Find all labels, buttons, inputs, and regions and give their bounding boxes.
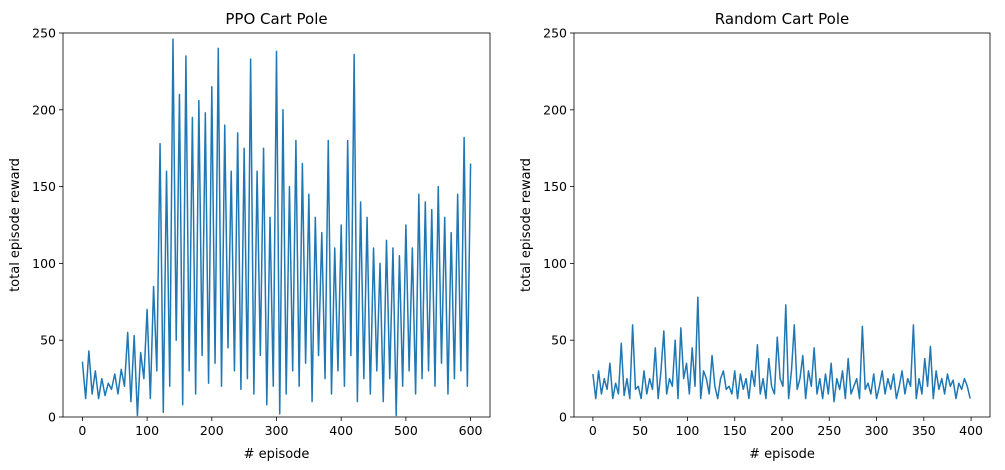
- x-tick-label: 250: [817, 423, 841, 438]
- x-tick-label: 400: [959, 423, 983, 438]
- x-tick-label: 100: [135, 423, 159, 438]
- y-tick-label: 150: [32, 179, 56, 194]
- x-tick-label: 50: [632, 423, 648, 438]
- x-axis-label: # episode: [749, 447, 815, 462]
- y-axis-label: total episode reward: [519, 158, 534, 292]
- x-tick-label: 150: [723, 423, 747, 438]
- x-tick-label: 300: [865, 423, 889, 438]
- x-tick-label: 0: [589, 423, 597, 438]
- x-tick-label: 400: [329, 423, 353, 438]
- series-line: [592, 296, 971, 403]
- x-axis-label: # episode: [244, 447, 310, 462]
- chart-random-cart-pole: Random Cart Pole # episode total episode…: [519, 10, 991, 462]
- y-axis-label: total episode reward: [8, 158, 23, 292]
- x-tick-label: 200: [200, 423, 224, 438]
- x-tick-label: 350: [912, 423, 936, 438]
- y-tick-label: 200: [543, 102, 567, 117]
- chart-title: PPO Cart Pole: [225, 10, 327, 28]
- y-tick-label: 100: [543, 256, 567, 271]
- x-tick-label: 200: [770, 423, 794, 438]
- y-tick-label: 0: [48, 410, 56, 425]
- chart-ppo-cart-pole: PPO Cart Pole # episode total episode re…: [8, 10, 491, 462]
- plot-frame: [573, 32, 991, 418]
- y-tick-label: 250: [32, 26, 56, 41]
- chart-title: Random Cart Pole: [715, 10, 849, 28]
- y-tick-label: 50: [40, 333, 56, 348]
- x-tick-label: 100: [676, 423, 700, 438]
- y-tick-label: 100: [32, 256, 56, 271]
- y-tick-label: 250: [543, 26, 567, 41]
- y-tick-label: 150: [543, 179, 567, 194]
- x-tick-label: 600: [459, 423, 483, 438]
- y-tick-label: 200: [32, 102, 56, 117]
- y-tick-label: 50: [551, 333, 567, 348]
- y-tick-label: 0: [559, 410, 567, 425]
- series-line: [81, 38, 472, 417]
- x-tick-label: 300: [265, 423, 289, 438]
- x-tick-label: 500: [394, 423, 418, 438]
- x-tick-label: 0: [78, 423, 86, 438]
